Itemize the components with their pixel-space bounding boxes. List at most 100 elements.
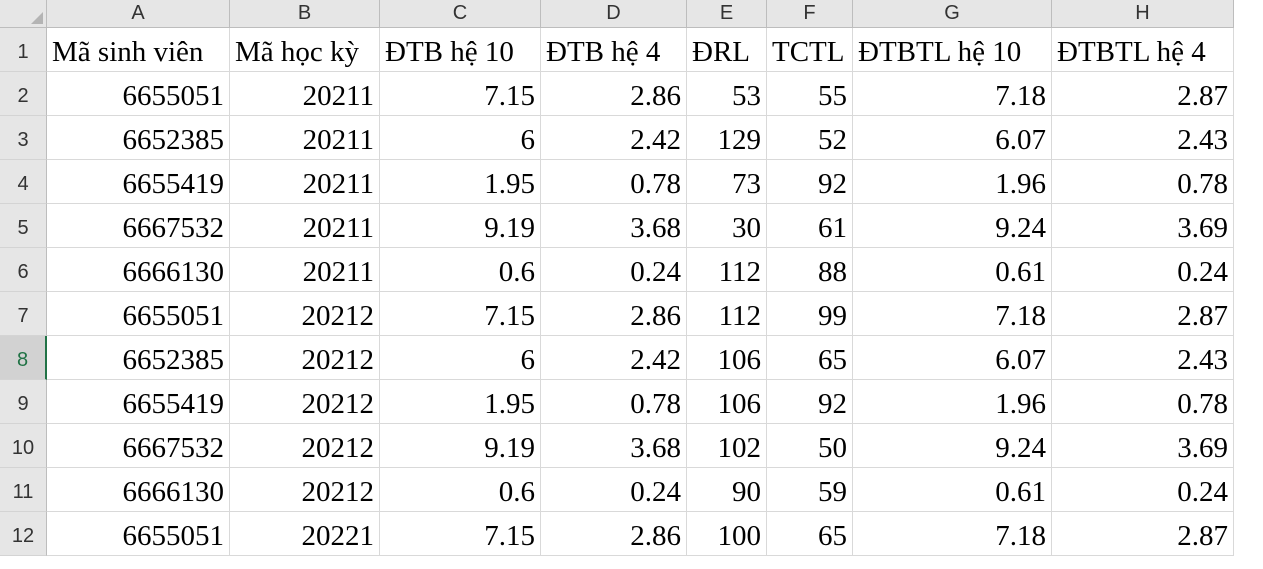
data-cell[interactable]: 6667532 [47,204,230,248]
data-cell[interactable]: 55 [767,72,853,116]
data-cell[interactable]: 9.19 [380,424,541,468]
data-cell[interactable]: 102 [687,424,767,468]
data-cell[interactable]: 6655051 [47,292,230,336]
row-header-6[interactable]: 6 [0,248,47,292]
data-cell[interactable]: 6.07 [853,336,1052,380]
data-cell[interactable]: 20211 [230,248,380,292]
data-cell[interactable]: 106 [687,336,767,380]
data-cell[interactable]: 65 [767,336,853,380]
row-header-9[interactable]: 9 [0,380,47,424]
row-header-12[interactable]: 12 [0,512,47,556]
data-cell[interactable]: 9.24 [853,204,1052,248]
data-cell[interactable]: 6655419 [47,160,230,204]
data-cell[interactable]: 20212 [230,336,380,380]
data-cell[interactable]: 20211 [230,160,380,204]
data-cell[interactable]: 6652385 [47,116,230,160]
data-cell[interactable]: 3.69 [1052,204,1234,248]
row-header-3[interactable]: 3 [0,116,47,160]
data-cell[interactable]: 6.07 [853,116,1052,160]
data-cell[interactable]: 7.18 [853,512,1052,556]
data-cell[interactable]: 99 [767,292,853,336]
data-cell[interactable]: 90 [687,468,767,512]
header-cell[interactable]: ĐTBTL hệ 10 [853,28,1052,72]
data-cell[interactable]: 20212 [230,380,380,424]
row-header-8[interactable]: 8 [0,336,47,380]
data-cell[interactable]: 50 [767,424,853,468]
column-header-a[interactable]: A [47,0,230,28]
data-cell[interactable]: 6 [380,336,541,380]
data-cell[interactable]: 59 [767,468,853,512]
row-header-4[interactable]: 4 [0,160,47,204]
data-cell[interactable]: 2.87 [1052,292,1234,336]
data-cell[interactable]: 20212 [230,424,380,468]
data-cell[interactable]: 0.61 [853,248,1052,292]
data-cell[interactable]: 2.87 [1052,512,1234,556]
data-cell[interactable]: 6652385 [47,336,230,380]
data-cell[interactable]: 30 [687,204,767,248]
data-cell[interactable]: 6655419 [47,380,230,424]
row-header-11[interactable]: 11 [0,468,47,512]
data-cell[interactable]: 0.24 [1052,248,1234,292]
data-cell[interactable]: 20212 [230,468,380,512]
data-cell[interactable]: 6655051 [47,512,230,556]
data-cell[interactable]: 2.86 [541,72,687,116]
data-cell[interactable]: 2.87 [1052,72,1234,116]
data-cell[interactable]: 0.78 [541,380,687,424]
data-cell[interactable]: 88 [767,248,853,292]
data-cell[interactable]: 6666130 [47,468,230,512]
data-cell[interactable]: 6666130 [47,248,230,292]
data-cell[interactable]: 2.86 [541,292,687,336]
data-cell[interactable]: 92 [767,160,853,204]
data-cell[interactable]: 65 [767,512,853,556]
data-cell[interactable]: 3.69 [1052,424,1234,468]
data-cell[interactable]: 0.78 [1052,380,1234,424]
data-cell[interactable]: 1.95 [380,160,541,204]
data-cell[interactable]: 0.78 [541,160,687,204]
data-cell[interactable]: 106 [687,380,767,424]
data-cell[interactable]: 2.42 [541,336,687,380]
column-header-g[interactable]: G [853,0,1052,28]
data-cell[interactable]: 112 [687,248,767,292]
column-header-f[interactable]: F [767,0,853,28]
row-header-2[interactable]: 2 [0,72,47,116]
data-cell[interactable]: 7.15 [380,512,541,556]
data-cell[interactable]: 3.68 [541,204,687,248]
data-cell[interactable]: 7.18 [853,72,1052,116]
header-cell[interactable]: TCTL [767,28,853,72]
data-cell[interactable]: 2.86 [541,512,687,556]
column-header-c[interactable]: C [380,0,541,28]
data-cell[interactable]: 20211 [230,116,380,160]
data-cell[interactable]: 0.78 [1052,160,1234,204]
data-cell[interactable]: 6655051 [47,72,230,116]
data-cell[interactable]: 2.43 [1052,336,1234,380]
data-cell[interactable]: 9.24 [853,424,1052,468]
data-cell[interactable]: 61 [767,204,853,248]
data-cell[interactable]: 73 [687,160,767,204]
data-cell[interactable]: 6667532 [47,424,230,468]
row-header-1[interactable]: 1 [0,28,47,72]
header-cell[interactable]: ĐRL [687,28,767,72]
header-cell[interactable]: ĐTB hệ 10 [380,28,541,72]
data-cell[interactable]: 7.18 [853,292,1052,336]
header-cell[interactable]: ĐTB hệ 4 [541,28,687,72]
data-cell[interactable]: 0.24 [541,248,687,292]
data-cell[interactable]: 112 [687,292,767,336]
data-cell[interactable]: 0.6 [380,248,541,292]
data-cell[interactable]: 2.43 [1052,116,1234,160]
header-cell[interactable]: Mã học kỳ [230,28,380,72]
header-cell[interactable]: ĐTBTL hệ 4 [1052,28,1234,72]
data-cell[interactable]: 3.68 [541,424,687,468]
data-cell[interactable]: 0.24 [1052,468,1234,512]
data-cell[interactable]: 0.61 [853,468,1052,512]
select-all-corner[interactable] [0,0,47,28]
data-cell[interactable]: 92 [767,380,853,424]
data-cell[interactable]: 2.42 [541,116,687,160]
data-cell[interactable]: 20221 [230,512,380,556]
row-header-5[interactable]: 5 [0,204,47,248]
row-header-7[interactable]: 7 [0,292,47,336]
data-cell[interactable]: 1.95 [380,380,541,424]
data-cell[interactable]: 1.96 [853,380,1052,424]
column-header-b[interactable]: B [230,0,380,28]
data-cell[interactable]: 20211 [230,204,380,248]
